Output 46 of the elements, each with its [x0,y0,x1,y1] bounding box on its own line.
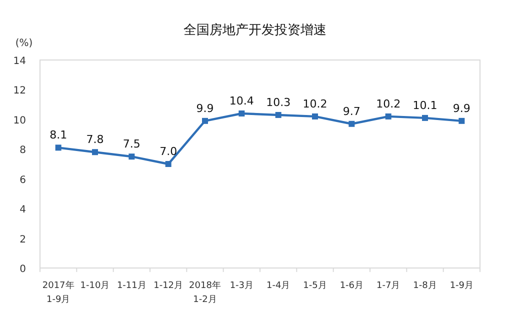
y-axis-title: (%) [15,38,33,49]
chart-title: 全国房地产开发投资增速 [184,22,326,38]
x-tick-label: 2017年 1-9月 [42,280,74,305]
data-label: 8.1 [50,128,68,142]
point [202,118,208,124]
point [165,161,172,167]
point [128,154,135,160]
x-tick-label: 1-5月 [303,281,327,291]
point [275,112,282,118]
y-tick-label: 6 [20,174,26,186]
data-label: 10.2 [376,97,401,110]
data-label: 10.1 [412,98,438,112]
point [458,118,465,124]
point [385,113,392,120]
y-tick-label: 10 [13,115,26,126]
data-label: 10.2 [302,97,328,110]
y-tick-label: 4 [20,204,26,216]
x-tick-label: 1-8月 [413,281,437,291]
x-tick-label: 1-10月 [80,281,110,291]
data-label: 9.9 [452,102,470,115]
y-tick-label: 2 [20,234,26,246]
x-tick-label: 1-6月 [340,281,364,291]
data-label: 9.9 [196,102,214,115]
data-label: 7.8 [86,133,104,146]
point [55,144,62,151]
data-label: 9.7 [342,104,360,118]
y-tick-label: 14 [13,56,26,67]
x-tick-label: 1-12月 [154,281,184,291]
x-tick-label: 1-7月 [376,281,400,291]
y-tick-label: 12 [13,86,26,97]
x-tick-label: 1-4月 [266,281,290,291]
data-label: 10.4 [229,94,254,108]
data-label: 7.0 [160,145,178,158]
y-tick-label: 8 [20,145,26,156]
point [422,114,428,121]
data-label: 10.3 [266,96,291,109]
x-tick-label: 1-11月 [116,281,146,291]
x-tick-label: 1-9月 [450,281,474,291]
x-tick-label: 2018年 1-2月 [189,280,221,305]
point [348,120,355,127]
point [238,110,245,116]
y-tick-label: 0 [20,264,26,275]
x-tick-label: 1-3月 [230,281,254,291]
point [312,113,318,120]
point [92,149,98,156]
data-label: 7.5 [122,138,140,151]
